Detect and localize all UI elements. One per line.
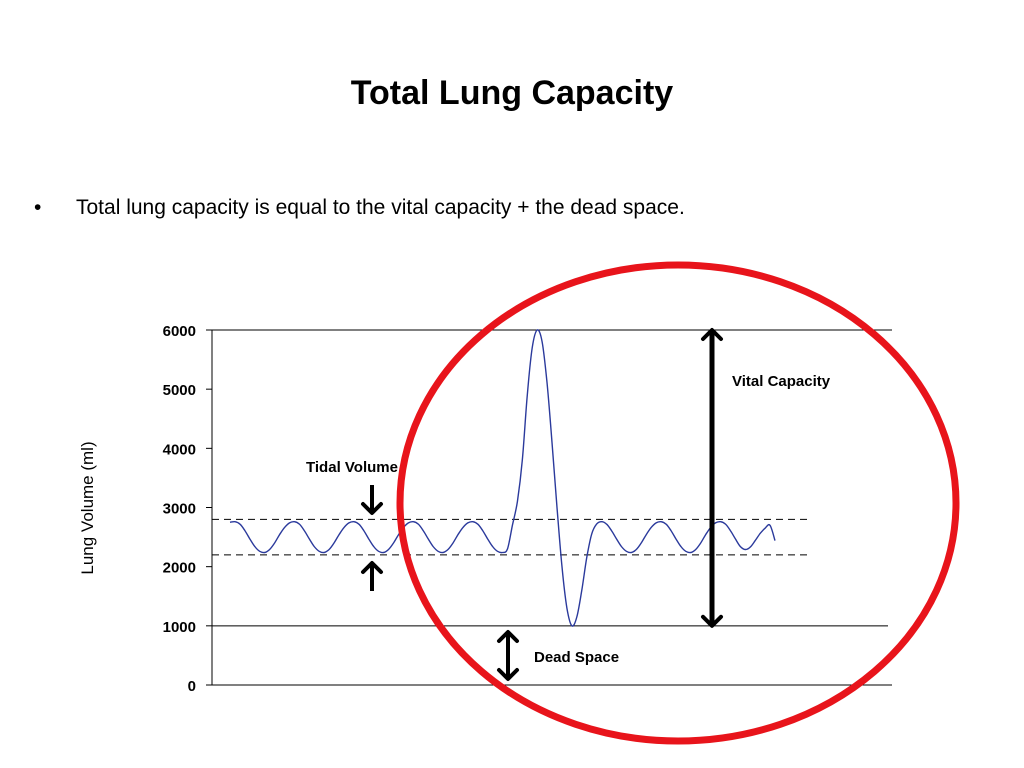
y-tick-label: 1000	[163, 619, 196, 636]
y-tick-labels: 0 1000 2000 3000 4000 5000 6000	[163, 323, 212, 695]
y-tick-label: 3000	[163, 501, 196, 518]
vital-capacity-label: Vital Capacity	[732, 373, 831, 390]
dead-space-label: Dead Space	[534, 649, 619, 666]
dead-space-arrow-bottom-head	[497, 668, 519, 681]
dead-space-arrow-top-head	[497, 630, 519, 643]
y-tick-label: 5000	[163, 382, 196, 399]
annotation-arrows	[361, 328, 723, 681]
slide-title: Total Lung Capacity	[350, 74, 674, 112]
y-tick-label: 4000	[163, 441, 196, 458]
series-layer	[229, 329, 776, 627]
y-axis-label: Lung Volume (ml)	[78, 441, 97, 574]
bullet-text: Total lung capacity is equal to the vita…	[76, 196, 685, 219]
vital-capacity-arrow-top-head	[701, 328, 723, 341]
lung-volume-series-line	[229, 329, 776, 627]
y-tick-label: 2000	[163, 560, 196, 577]
tidal-arrow-down-head	[361, 502, 383, 515]
tidal-volume-label: Tidal Volume	[306, 459, 398, 476]
y-tick-label: 6000	[163, 323, 196, 340]
bullet-marker: •	[34, 196, 42, 219]
y-tick-label: 0	[188, 678, 196, 695]
highlight-circle	[396, 261, 960, 745]
vital-capacity-arrow-bottom-head	[701, 614, 723, 628]
tidal-arrow-up-head	[361, 561, 383, 574]
bullet-item: • Total lung capacity is equal to the vit…	[34, 196, 685, 220]
